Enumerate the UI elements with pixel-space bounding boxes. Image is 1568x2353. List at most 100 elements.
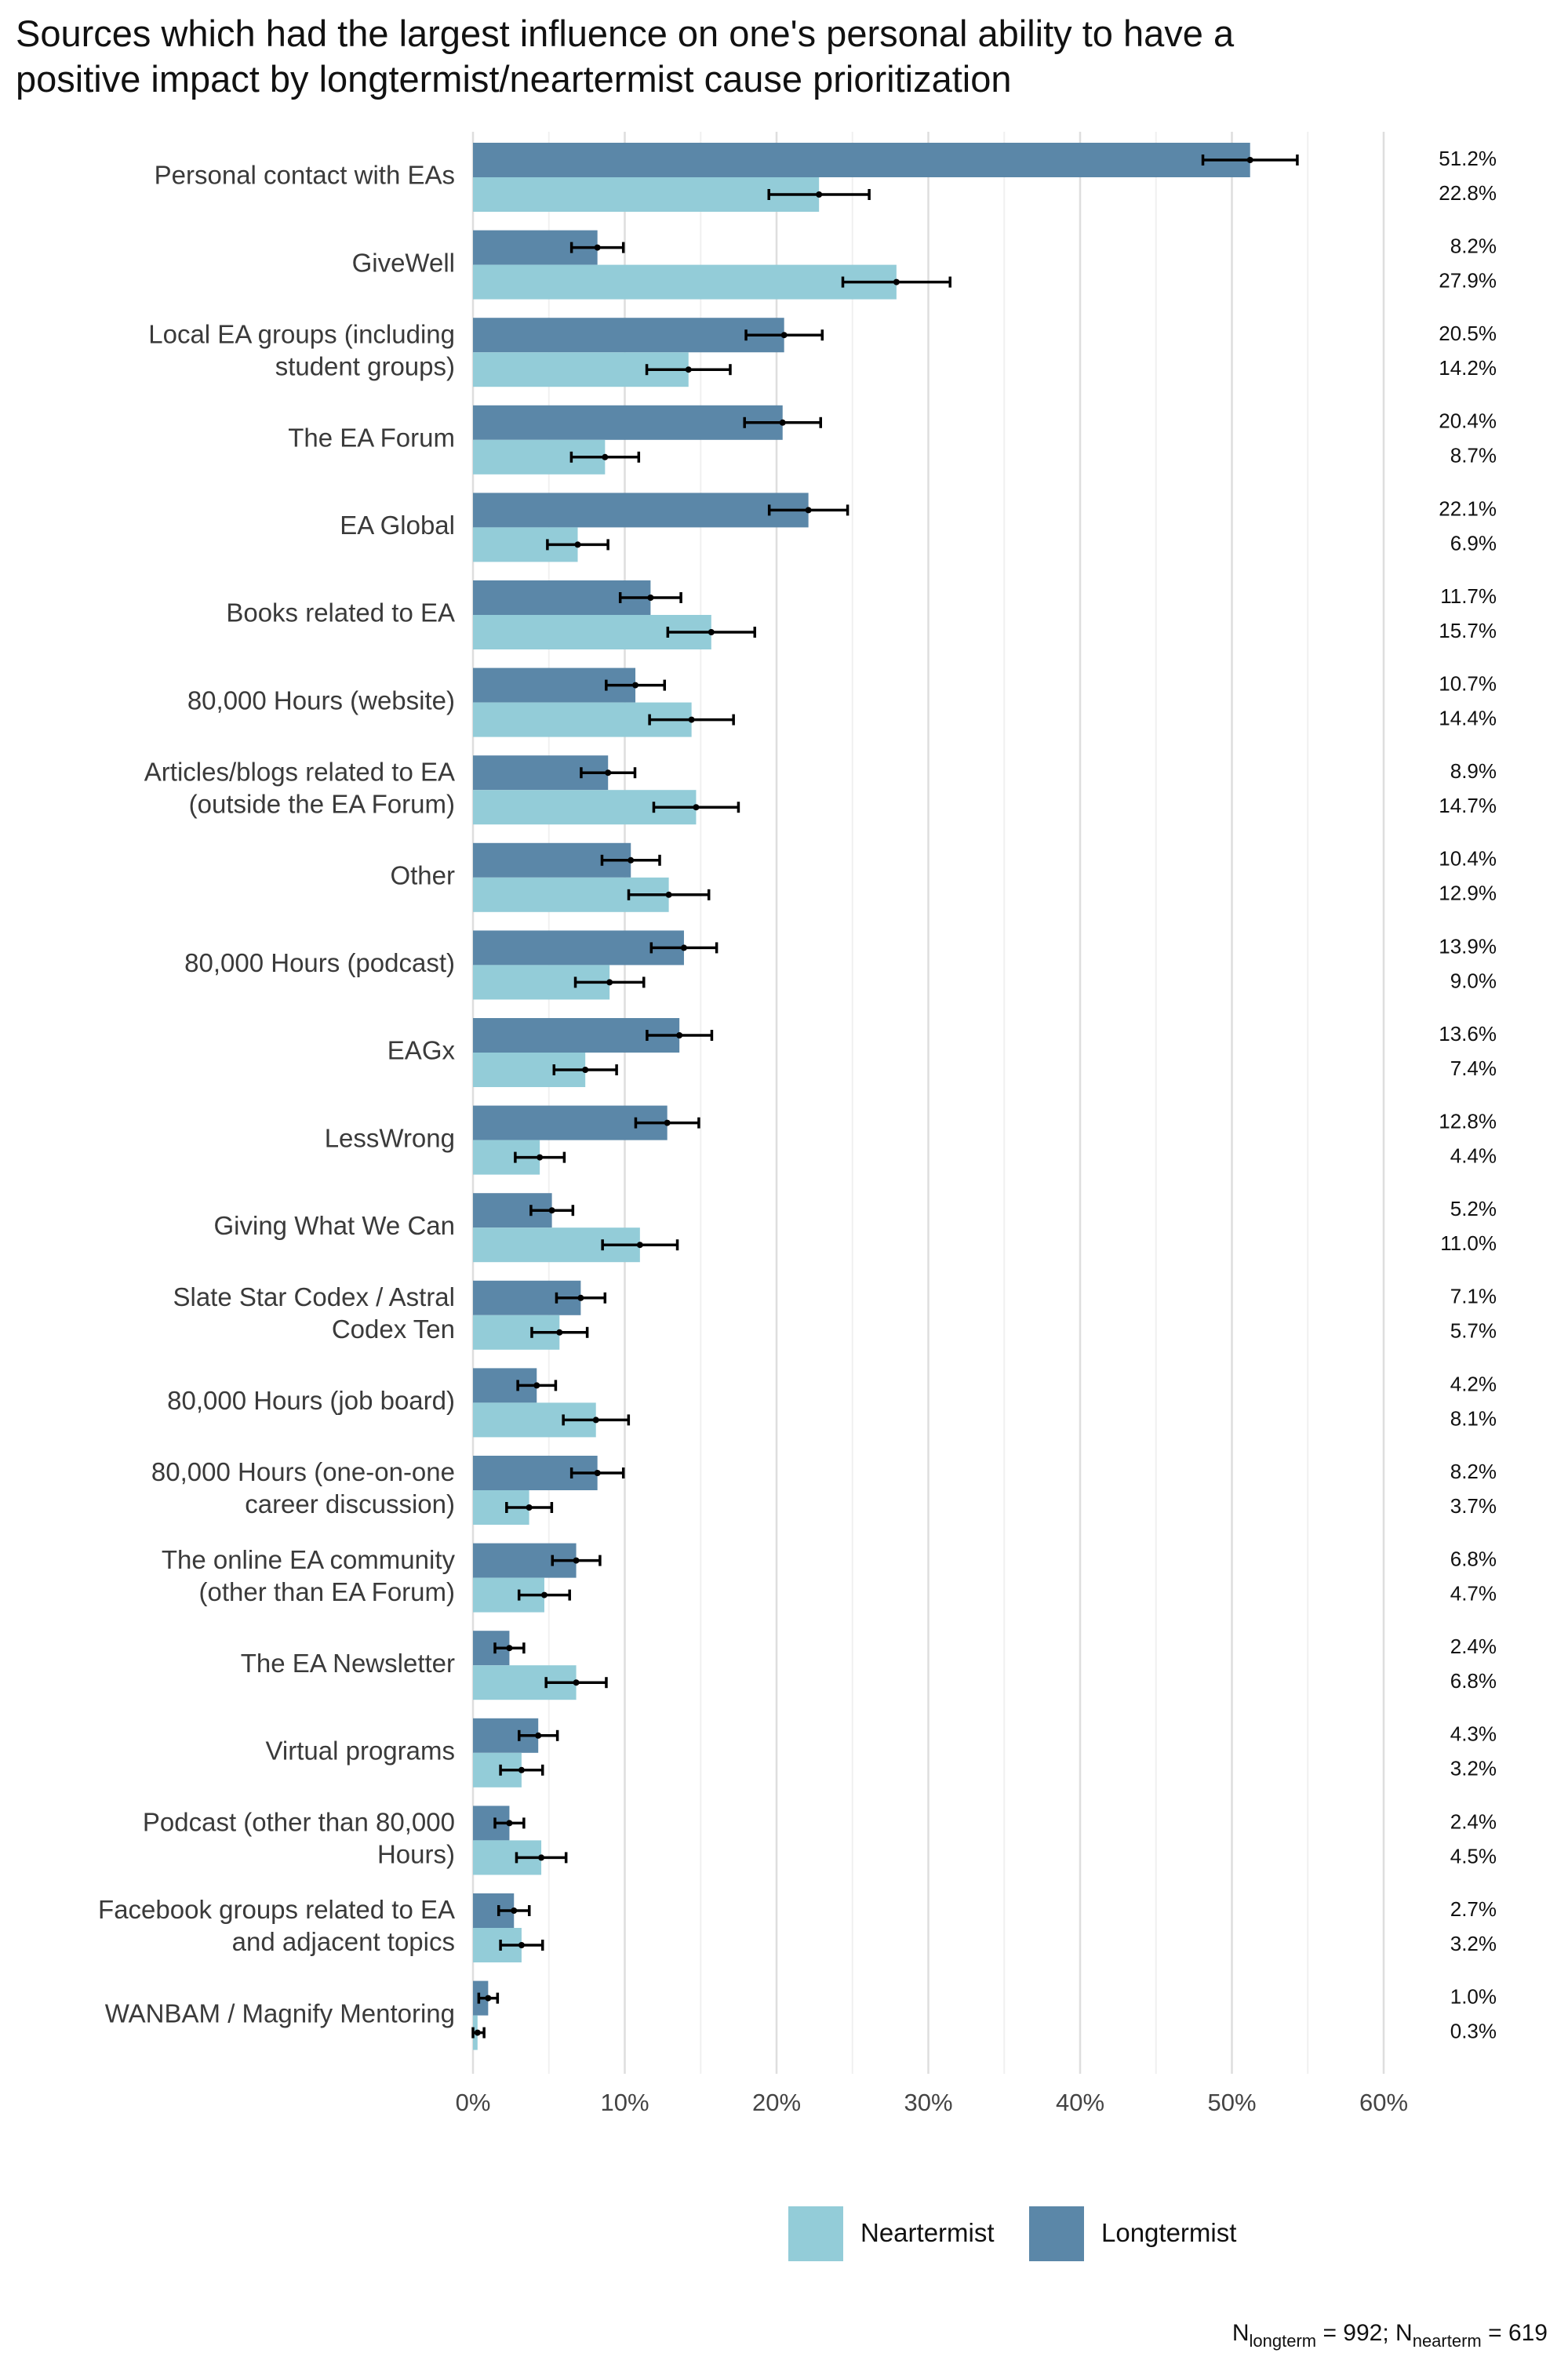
n-longterm-value: = 992; — [1316, 2320, 1396, 2346]
value-label-neartermist-facebook-groups-related-to-ea-and-adjacent-topics: 3.2% — [1450, 1932, 1497, 1955]
value-label-neartermist-books-related-to-ea: 15.7% — [1439, 619, 1497, 642]
category-label-articles-blogs-related-to-ea-outside-the-ea-forum: Articles/blogs related to EA (outside the… — [144, 757, 455, 818]
value-label-neartermist-virtual-programs: 3.2% — [1450, 1757, 1497, 1780]
n-longterm-subscript: longterm — [1249, 2331, 1317, 2351]
category-label-personal-contact-with-eas: Personal contact with EAs — [155, 161, 455, 190]
value-label-neartermist-wanbam-magnify-mentoring: 0.3% — [1450, 2019, 1497, 2042]
value-label-longtermist-podcast-other-than-80-000-hours: 2.4% — [1450, 1809, 1497, 1833]
error-point-longtermist-other — [628, 856, 635, 864]
value-label-neartermist-slate-star-codex-astral-codex-ten: 5.7% — [1450, 1319, 1497, 1343]
error-point-longtermist-80-000-hours-podcast — [680, 944, 687, 951]
error-point-longtermist-articles-blogs-related-to-ea-outside-the-ea-forum — [605, 769, 612, 776]
error-point-neartermist-80-000-hours-one-on-one-career-discussion — [526, 1504, 533, 1511]
category-label-facebook-groups-related-to-ea-and-adjacent-topics: Facebook groups related to EA and adjacen… — [98, 1895, 455, 1956]
legend-label-longtermist: Longtermist — [1101, 2218, 1237, 2247]
value-label-neartermist-local-ea-groups-including-student-groups: 14.2% — [1439, 356, 1497, 380]
value-label-longtermist-giving-what-we-can: 5.2% — [1450, 1197, 1497, 1220]
category-label-80-000-hours-website: 80,000 Hours (website) — [187, 686, 455, 715]
error-point-longtermist-facebook-groups-related-to-ea-and-adjacent-topics — [511, 1907, 518, 1914]
x-tick-label: 40% — [1056, 2089, 1104, 2116]
value-label-neartermist-articles-blogs-related-to-ea-outside-the-ea-forum: 14.7% — [1439, 794, 1497, 817]
n-longterm-letter: N — [1231, 2320, 1250, 2346]
value-label-longtermist-lesswrong: 12.8% — [1439, 1109, 1497, 1133]
error-point-longtermist-slate-star-codex-astral-codex-ten — [577, 1294, 584, 1301]
error-point-neartermist-givewell — [893, 278, 900, 285]
x-tick-label: 50% — [1207, 2089, 1256, 2116]
value-label-neartermist-80-000-hours-job-board: 8.1% — [1450, 1406, 1497, 1430]
error-point-neartermist-wanbam-magnify-mentoring — [474, 2029, 481, 2036]
value-label-neartermist-the-online-ea-community-other-than-ea-forum: 4.7% — [1450, 1581, 1497, 1605]
value-label-neartermist-80-000-hours-podcast: 9.0% — [1450, 969, 1497, 992]
error-point-longtermist-80-000-hours-website — [632, 682, 639, 689]
bar-neartermist-personal-contact-with-eas — [473, 177, 820, 212]
category-label-slate-star-codex-astral-codex-ten: Slate Star Codex / Astral Codex Ten — [173, 1282, 455, 1344]
error-point-longtermist-givewell — [594, 244, 601, 251]
bar-longtermist-the-ea-forum — [473, 405, 783, 440]
category-label-givewell: GiveWell — [352, 248, 455, 277]
value-label-neartermist-giving-what-we-can: 11.0% — [1440, 1231, 1497, 1255]
n-nearterm-subscript: nearterm — [1412, 2331, 1482, 2351]
error-point-longtermist-giving-what-we-can — [548, 1207, 555, 1214]
x-tick-label: 10% — [600, 2089, 649, 2116]
error-point-neartermist-lesswrong — [537, 1154, 544, 1161]
error-point-neartermist-podcast-other-than-80-000-hours — [538, 1854, 545, 1861]
error-point-neartermist-virtual-programs — [518, 1766, 525, 1773]
category-label-eagx: EAGx — [387, 1036, 456, 1065]
category-label-giving-what-we-can: Giving What We Can — [213, 1211, 455, 1240]
error-point-neartermist-80-000-hours-website — [688, 716, 695, 723]
error-point-neartermist-80-000-hours-podcast — [606, 979, 613, 986]
error-point-neartermist-personal-contact-with-eas — [816, 191, 823, 198]
value-label-longtermist-80-000-hours-one-on-one-career-discussion: 8.2% — [1450, 1460, 1497, 1483]
error-point-neartermist-ea-global — [574, 541, 581, 548]
x-tick-label: 60% — [1359, 2089, 1408, 2116]
error-point-longtermist-80-000-hours-job-board — [533, 1382, 540, 1389]
error-point-longtermist-personal-contact-with-eas — [1246, 157, 1253, 163]
value-label-longtermist-80-000-hours-podcast: 13.9% — [1439, 934, 1497, 958]
x-tick-label: 30% — [904, 2089, 952, 2116]
error-point-longtermist-ea-global — [805, 507, 812, 514]
bar-longtermist-ea-global — [473, 493, 809, 528]
category-label-lesswrong: LessWrong — [325, 1123, 455, 1152]
bar-longtermist-80-000-hours-podcast — [473, 930, 684, 966]
bar-longtermist-local-ea-groups-including-student-groups — [473, 318, 784, 353]
category-label-80-000-hours-one-on-one-career-discussion: 80,000 Hours (one-on-one career discussio… — [151, 1457, 455, 1518]
value-label-longtermist-books-related-to-ea: 11.7% — [1440, 584, 1497, 608]
chart-title-line-2: positive impact by longtermist/neartermi… — [16, 58, 1012, 100]
value-label-neartermist-other: 12.9% — [1439, 882, 1497, 905]
value-label-longtermist-the-online-ea-community-other-than-ea-forum: 6.8% — [1450, 1547, 1497, 1570]
error-point-longtermist-books-related-to-ea — [647, 595, 654, 601]
value-label-longtermist-slate-star-codex-astral-codex-ten: 7.1% — [1450, 1285, 1497, 1308]
n-nearterm-value: = 619 — [1481, 2320, 1548, 2346]
chart-title: Sources which had the largest influence … — [16, 11, 1553, 102]
value-label-neartermist-podcast-other-than-80-000-hours: 4.5% — [1450, 1844, 1497, 1867]
legend-label-neartermist: Neartermist — [860, 2218, 995, 2247]
value-label-neartermist-the-ea-newsletter: 6.8% — [1450, 1669, 1497, 1693]
value-label-longtermist-80-000-hours-job-board: 4.2% — [1450, 1372, 1497, 1395]
category-label-local-ea-groups-including-student-groups: Local EA groups (including student groups… — [148, 319, 455, 380]
value-label-longtermist-givewell: 8.2% — [1450, 234, 1497, 257]
error-point-longtermist-eagx — [676, 1032, 683, 1038]
category-label-other: Other — [390, 861, 455, 890]
error-point-longtermist-podcast-other-than-80-000-hours — [506, 1820, 513, 1827]
error-point-neartermist-books-related-to-ea — [708, 629, 715, 635]
bar-longtermist-eagx — [473, 1018, 680, 1053]
category-label-80-000-hours-podcast: 80,000 Hours (podcast) — [184, 948, 455, 977]
value-label-neartermist-personal-contact-with-eas: 22.8% — [1439, 181, 1497, 205]
value-label-longtermist-virtual-programs: 4.3% — [1450, 1722, 1497, 1746]
value-label-longtermist-wanbam-magnify-mentoring: 1.0% — [1450, 1984, 1497, 2008]
error-point-neartermist-the-online-ea-community-other-than-ea-forum — [540, 1591, 548, 1598]
value-label-longtermist-facebook-groups-related-to-ea-and-adjacent-topics: 2.7% — [1450, 1897, 1497, 1921]
value-label-longtermist-the-ea-forum: 20.4% — [1439, 409, 1497, 433]
value-label-longtermist-ea-global: 22.1% — [1439, 496, 1497, 520]
value-label-longtermist-other: 10.4% — [1439, 847, 1497, 871]
category-label-virtual-programs: Virtual programs — [266, 1737, 456, 1766]
category-label-books-related-to-ea: Books related to EA — [226, 598, 455, 627]
category-label-the-ea-newsletter: The EA Newsletter — [241, 1649, 455, 1678]
value-label-neartermist-eagx: 7.4% — [1450, 1056, 1497, 1080]
legend-swatch-neartermist — [788, 2206, 843, 2261]
bar-longtermist-personal-contact-with-eas — [473, 143, 1250, 177]
value-label-longtermist-eagx: 13.6% — [1439, 1022, 1497, 1046]
bar-neartermist-givewell — [473, 264, 897, 300]
sample-size-note: Nlongterm = 992; Nnearterm = 619 — [1232, 2320, 1548, 2351]
